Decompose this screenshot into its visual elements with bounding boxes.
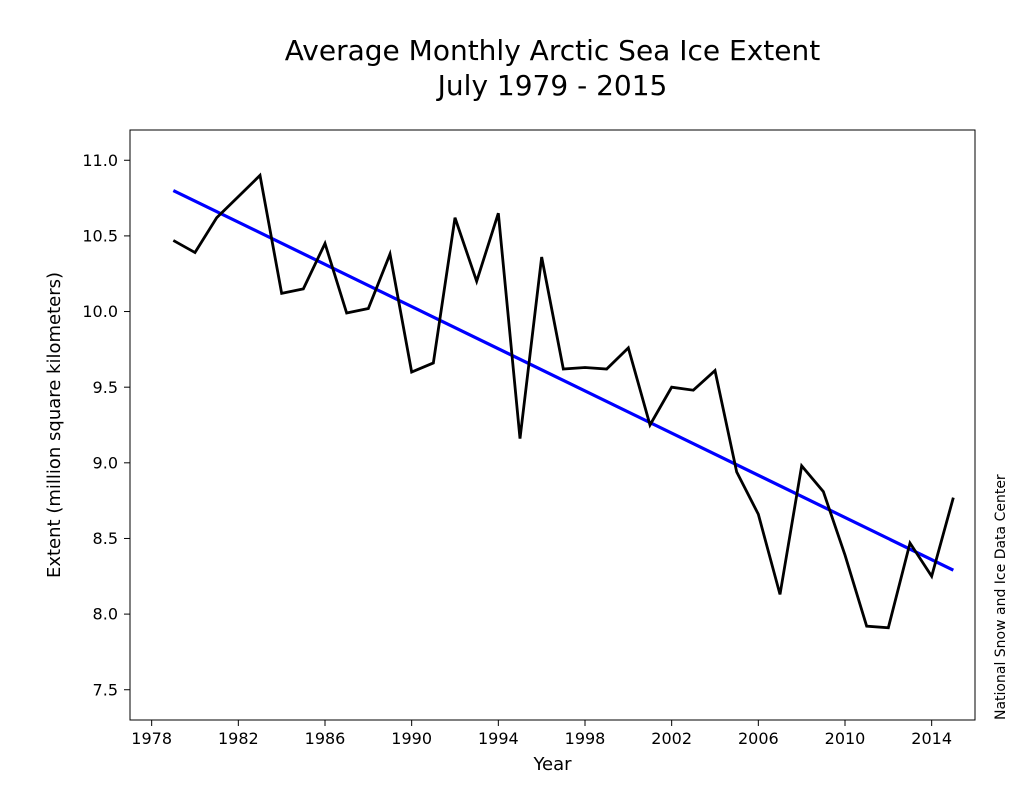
- x-tick-label: 1994: [478, 729, 519, 748]
- x-axis-label: Year: [532, 754, 572, 775]
- y-tick-label: 8.0: [93, 605, 118, 624]
- y-tick-label: 9.5: [93, 378, 118, 397]
- y-tick-label: 11.0: [82, 151, 118, 170]
- y-tick-label: 10.0: [82, 302, 118, 321]
- y-axis-label: Extent (million square kilometers): [44, 272, 65, 578]
- credit-label: National Snow and Ice Data Center: [993, 474, 1009, 720]
- y-tick-label: 8.5: [93, 529, 118, 548]
- y-tick-label: 10.5: [82, 226, 118, 245]
- chart-title-line2: July 1979 - 2015: [436, 69, 668, 102]
- y-tick-label: 9.0: [93, 453, 118, 472]
- x-tick-label: 2002: [651, 729, 692, 748]
- y-tick-label: 7.5: [93, 680, 118, 699]
- chart-title-line1: Average Monthly Arctic Sea Ice Extent: [285, 34, 820, 67]
- x-tick-label: 2014: [911, 729, 952, 748]
- x-tick-label: 1982: [218, 729, 259, 748]
- x-tick-label: 1990: [391, 729, 432, 748]
- x-tick-label: 2006: [738, 729, 779, 748]
- x-tick-label: 1998: [565, 729, 606, 748]
- chart-svg: 1978 1982 1986 1990 1994 1998 2002 2006 2010 2014…: [0, 0, 1035, 800]
- x-tick-label: 2010: [825, 729, 866, 748]
- chart-container: 1978 1982 1986 1990 1994 1998 2002 2006 2010 2014…: [0, 0, 1035, 800]
- x-tick-label: 1986: [305, 729, 346, 748]
- x-tick-label: 1978: [131, 729, 172, 748]
